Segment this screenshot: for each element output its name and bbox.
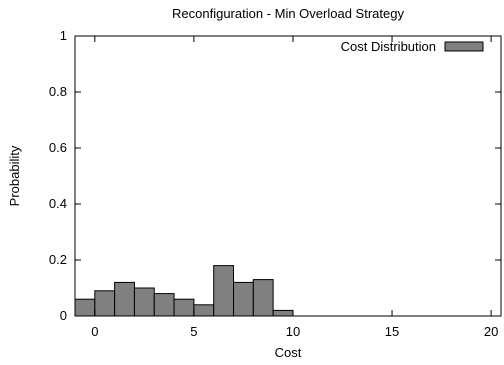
y-tick-label: 0.4 [49,196,67,211]
bar [94,290,116,317]
bar [153,293,175,317]
x-tick-label: 20 [484,324,498,339]
chart-title: Reconfiguration - Min Overload Strategy [172,6,404,21]
x-tick-label: 0 [91,324,98,339]
y-tick-label: 0.8 [49,84,67,99]
x-tick-label: 15 [385,324,399,339]
bar [272,309,294,317]
y-tick-label: 1 [60,28,67,43]
bar [193,304,215,317]
legend-swatch [444,41,484,52]
bar [133,287,155,317]
bars-layer [74,265,294,317]
y-axis-label: Probability [7,145,22,206]
bar [173,298,195,317]
y-tick-label: 0.6 [49,140,67,155]
bar [74,298,96,317]
bar [233,281,254,317]
x-tick-label: 5 [190,324,197,339]
y-tick-label: 0 [60,308,67,323]
y-ticks-layer: 0 0.2 0.4 0.6 0.8 1 [49,28,501,323]
bar [114,281,135,317]
x-axis-label: Cost [275,345,302,360]
x-tick-label: 10 [286,324,300,339]
legend-label: Cost Distribution [341,39,436,54]
plot-frame [74,35,502,317]
x-ticks-layer: 0 5 10 15 20 [91,36,498,339]
bar [213,265,235,317]
legend: Cost Distribution [341,39,484,54]
y-tick-label: 0.2 [49,252,67,267]
bar [252,279,274,317]
